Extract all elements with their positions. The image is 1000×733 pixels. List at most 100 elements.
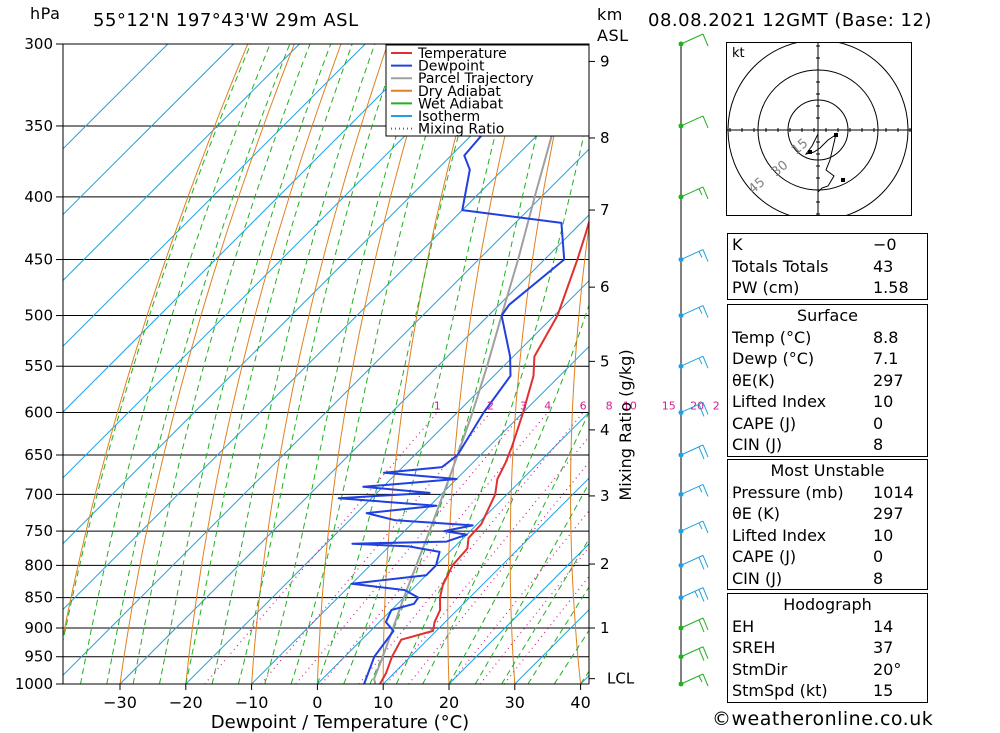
wind-barb-shaft	[680, 444, 704, 456]
mixing-ratio-label: 15	[662, 399, 676, 412]
pressure-tick-label: 450	[24, 251, 53, 269]
wet-adiabat-line	[290, 44, 454, 684]
most-unstable-row: Lifted Index 10	[732, 525, 894, 545]
most-unstable-row: Pressure (mb) 1014	[732, 482, 914, 502]
wet-adiabat-line	[474, 482, 589, 684]
most-unstable-row: CAPE (J) 0	[732, 547, 884, 566]
isotherm-line	[63, 44, 234, 216]
most-unstable-row: θE (K) 297	[732, 504, 904, 523]
pressure-tick-label: 650	[24, 446, 53, 464]
wind-barb-flag	[702, 587, 709, 600]
wind-barb-shaft	[680, 587, 704, 599]
wind-profile	[678, 33, 709, 687]
isotherm-line	[63, 44, 300, 282]
dry-adiabat-lines	[63, 44, 589, 684]
hodograph-unit: kt	[732, 46, 745, 61]
wind-barb-shaft	[680, 483, 704, 495]
hodograph-marker	[834, 133, 838, 137]
wet-adiabat-line	[237, 44, 400, 684]
mixing-ratio-label: 3	[520, 399, 527, 412]
pressure-tick-label: 1000	[15, 675, 53, 693]
pressure-tick-label: 950	[24, 648, 53, 666]
wet-adiabat-line	[343, 44, 520, 684]
wind-barb-flag	[702, 444, 709, 458]
dewpoint-line	[337, 44, 566, 684]
wind-barb-flag	[702, 646, 709, 659]
pressure-tick-label: 500	[24, 307, 53, 325]
wind-barb-half	[698, 357, 703, 365]
wind-barb-shaft	[680, 673, 704, 685]
legend-label: Dry Adiabat	[418, 84, 501, 100]
km-tick-label: 5	[600, 352, 610, 370]
dry-adiabat-line	[509, 44, 575, 684]
index-row-totals: Totals Totals 43	[732, 256, 894, 276]
km-axis: 1 2 3 4 5 6 7 8 9 LCL	[589, 52, 635, 688]
legend-label: Dewpoint	[418, 59, 485, 75]
mixing-ratio-line	[320, 412, 549, 684]
wind-barb-flag	[698, 619, 705, 633]
pressure-tick-label: 350	[24, 117, 53, 135]
hodograph-marker	[808, 150, 812, 154]
hodograph-marker	[841, 178, 845, 182]
isotherm-line	[63, 148, 589, 676]
wind-barb-flag	[702, 484, 709, 497]
wind-barb-shaft	[680, 554, 704, 566]
legend-label: Wet Adiabat	[418, 96, 504, 112]
surface-row: θE(K) 297	[732, 370, 904, 390]
km-sub-label: ASL	[597, 26, 629, 45]
mixing-ratio-line	[260, 412, 491, 684]
wet-adiabat-line	[132, 44, 311, 684]
mixing-ratio-line	[408, 461, 589, 684]
hodograph-trace	[804, 132, 845, 193]
dry-adiabat-line	[316, 44, 435, 684]
x-tick-label: 20	[439, 693, 459, 712]
dry-adiabat-line	[251, 44, 389, 684]
pressure-tick-label: 300	[24, 35, 53, 53]
wet-adiabat-line	[395, 110, 589, 684]
isotherm-lines	[63, 44, 720, 684]
wet-adiabat-line	[316, 44, 485, 684]
isotherm-line	[712, 44, 720, 684]
wind-barb-flag	[698, 648, 705, 661]
x-tick-label: 30	[505, 693, 525, 712]
mixing-ratio-label: 1	[434, 399, 441, 412]
km-tick-label: 1	[600, 619, 610, 637]
hodograph-title: Hodograph	[783, 595, 872, 614]
surface-row: Temp (°C) 8.8	[732, 327, 899, 347]
surface-row: CIN (J) 8	[732, 435, 884, 454]
surface-row: Dewp (°C) 7.1	[732, 349, 899, 368]
wind-barb-flag	[698, 557, 705, 570]
pressure-tick-label: 700	[24, 485, 53, 503]
pressure-axis: 300 350 400 450 500 550 600 650 700 750 800 850 900 9…	[15, 35, 63, 693]
wind-barb-shaft	[680, 249, 704, 260]
wind-barb-shaft	[680, 646, 704, 658]
dry-adiabat-line	[570, 222, 589, 684]
wet-adiabat-line	[63, 44, 252, 644]
pressure-tick-label: 900	[24, 619, 53, 637]
surface-row: CAPE (J) 0	[732, 413, 884, 433]
mixing-ratio-axis-label: Mixing Ratio (g/kg)	[616, 349, 635, 500]
location-title: 55°12'N 197°43'W 29m ASL	[93, 10, 359, 31]
hodograph-row: SREH 37	[732, 638, 894, 657]
isotherm-line	[63, 44, 498, 479]
datetime-title: 08.08.2021 12GMT (Base: 12)	[648, 10, 932, 31]
isotherm-line	[646, 44, 720, 684]
temperature-axis: −30 −20 −10 0 10 20 30 40	[103, 684, 591, 712]
index-row-k: K −0	[732, 235, 897, 254]
mixing-ratio-label: 25	[713, 399, 720, 412]
wet-adiabat-line	[448, 411, 589, 684]
wind-barb-shaft	[680, 33, 704, 45]
isotherm-line	[251, 345, 589, 684]
dry-adiabat-line	[382, 44, 482, 684]
pressure-tick-label: 750	[24, 522, 53, 540]
wind-barb-half	[698, 307, 703, 314]
copyright-link[interactable]: ©weatheronline.co.uk	[712, 708, 934, 730]
hodograph-row: StmSpd (kt) 15	[732, 681, 894, 700]
x-tick-label: 40	[570, 693, 590, 712]
wind-barb-half	[694, 591, 699, 598]
wind-barb-shaft	[680, 520, 704, 532]
legend-label: Temperature	[417, 46, 507, 62]
